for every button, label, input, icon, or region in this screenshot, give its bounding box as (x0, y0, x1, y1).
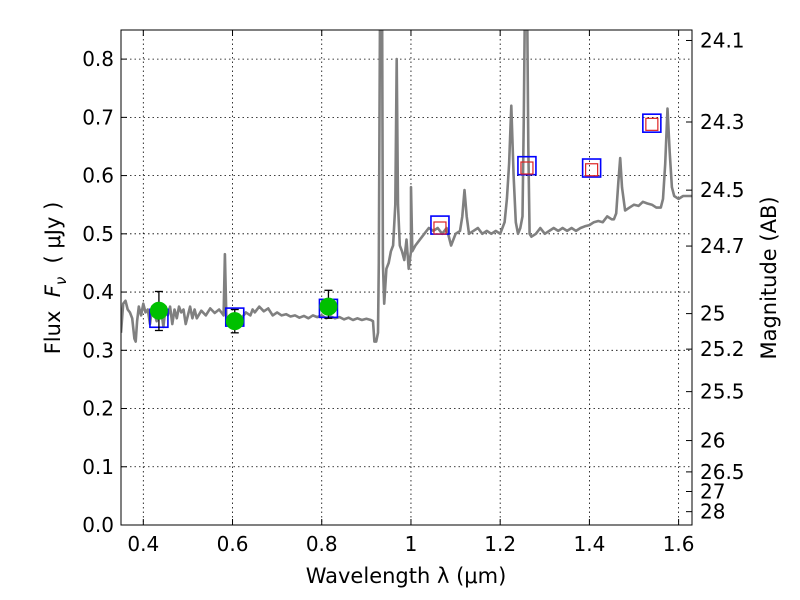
mag-tick-label: 24.1 (700, 28, 745, 52)
x-tick-label: 1.2 (484, 532, 516, 556)
grid-layer (121, 30, 692, 526)
predicted-flux-square (520, 161, 534, 175)
y-tick-label: 0.5 (82, 222, 114, 246)
model-photometry-square (642, 113, 662, 133)
observed-point (225, 312, 244, 331)
tick-layer (121, 30, 692, 526)
y-axis-label-subscript: ν (52, 277, 70, 285)
y-tick-label: 0.4 (82, 280, 114, 304)
mag-tick-label: 26 (700, 429, 725, 453)
observed-point (319, 297, 338, 316)
x-tick-label: 1.4 (573, 532, 605, 556)
y-axis-label-unit: ( μJy ) (41, 202, 65, 277)
x-axis-label: Wavelength λ (μm) (306, 564, 507, 588)
series-layer (121, 30, 692, 343)
y-tick-label: 0.1 (82, 455, 114, 479)
x-tick-label: 1.6 (663, 532, 695, 556)
y-tick-label: 0.6 (82, 164, 114, 188)
mag-tick-label: 24.7 (700, 234, 745, 258)
mag-tick-label: 25.5 (700, 380, 745, 404)
mag-tick-label: 28 (700, 500, 725, 524)
label-layer: 0.4 0.6 0.8 1 1.2 1.4 1.6 0.0 0.1 0.2 0.3 0.4 0.5 0.6… (82, 28, 744, 556)
mag-tick-label: 24.5 (700, 178, 745, 202)
mag-tick-label: 26.5 (700, 460, 745, 484)
x-tick-label: 1 (405, 532, 418, 556)
predicted-flux-square (645, 117, 659, 131)
mag-tick-label: 27 (700, 480, 725, 504)
mag-tick-label: 24.3 (700, 110, 745, 134)
observed-point (149, 301, 168, 320)
mag-tick-label: 25.2 (700, 337, 745, 361)
y-axis-label-prefix: Flux (41, 297, 65, 354)
mag-tick-label: 25 (700, 302, 725, 326)
model-photometry-square (517, 155, 537, 176)
marker-layer (149, 113, 662, 334)
x-tick-label: 0.6 (217, 532, 249, 556)
x-tick-label: 0.4 (127, 532, 159, 556)
y-tick-label: 0.7 (82, 105, 114, 129)
y-tick-label: 0.8 (82, 47, 114, 71)
y2-axis-label: Magnitude (AB) (757, 196, 781, 359)
predicted-flux-square (585, 163, 599, 177)
y-tick-label: 0.0 (82, 513, 114, 537)
x-tick-label: 0.8 (306, 532, 338, 556)
model-photometry-square (581, 158, 602, 178)
y-axis-label: Flux Fν ( μJy ) (41, 202, 70, 355)
y-tick-label: 0.3 (82, 338, 114, 362)
y-axis-label-symbol: F (41, 284, 65, 297)
plot-frame (120, 29, 693, 526)
predicted-flux-square (433, 221, 447, 235)
spectrum-line (121, 30, 692, 343)
y-tick-label: 0.2 (82, 397, 114, 421)
